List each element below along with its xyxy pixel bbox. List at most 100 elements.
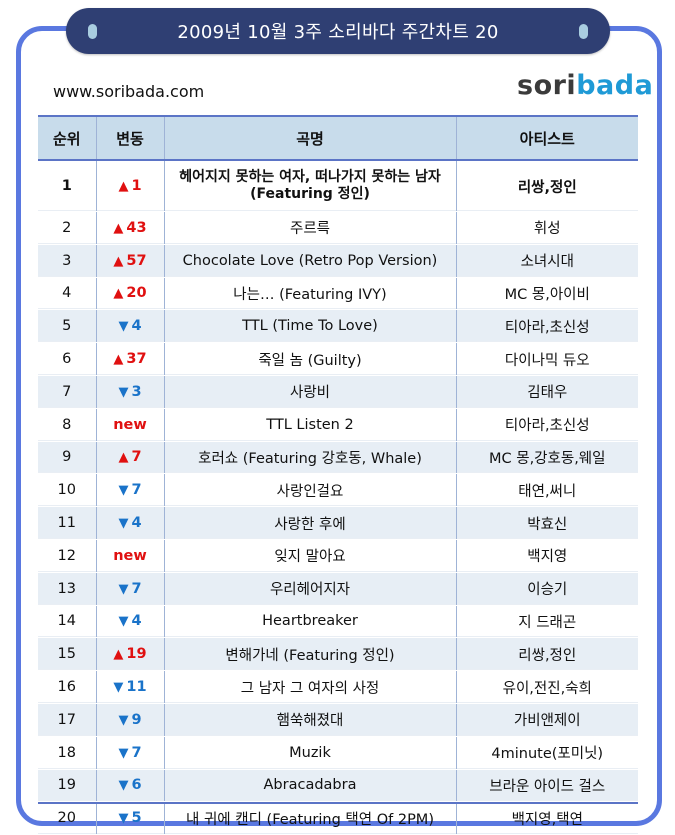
- song-title-cell[interactable]: 주르륵: [164, 211, 457, 245]
- artist-cell[interactable]: 유이,전진,숙희: [456, 670, 638, 704]
- arrow-up-icon: ▲: [113, 647, 124, 663]
- change-value: ▲ 20: [113, 285, 146, 301]
- arrow-down-icon: ▼: [118, 483, 129, 499]
- artist-cell[interactable]: 리쌍,정인: [456, 637, 638, 672]
- artist-cell[interactable]: 가비앤제이: [456, 703, 638, 737]
- song-title-cell[interactable]: 그 남자 그 여자의 사정: [164, 670, 457, 704]
- song-title-cell[interactable]: 호러쇼 (Featuring 강호동, Whale): [164, 441, 457, 475]
- song-title-cell[interactable]: 우리헤어지자: [164, 572, 457, 606]
- logo-part-bada: bada: [576, 70, 654, 101]
- arrow-down-icon: ▼: [118, 778, 129, 794]
- table-row[interactable]: 11 ▼ 4 사랑한 후에 박효신: [38, 506, 638, 540]
- table-row[interactable]: 15 ▲ 19 변해가네 (Featuring 정인) 리쌍,정인: [38, 637, 638, 672]
- song-title-cell[interactable]: 헤어지지 못하는 여자, 떠나가지 못하는 남자 (Featuring 정인): [164, 160, 457, 212]
- artist-cell[interactable]: 소녀시대: [456, 244, 638, 278]
- rank-cell: 19: [38, 769, 97, 803]
- table-row[interactable]: 12 new 잊지 말아요 백지영: [38, 539, 638, 573]
- table-row[interactable]: 6 ▲ 37 죽일 놈 (Guilty) 다이나믹 듀오: [38, 342, 638, 376]
- artist-cell[interactable]: 지 드래곤: [456, 605, 638, 639]
- change-amount: 4: [131, 613, 142, 630]
- arrow-down-icon: ▼: [118, 581, 129, 597]
- song-title-cell[interactable]: Abracadabra: [164, 769, 457, 803]
- rank-cell: 15: [38, 637, 97, 672]
- table-row[interactable]: 14 ▼ 4 Heartbreaker 지 드래곤: [38, 605, 638, 639]
- artist-cell[interactable]: 브라운 아이드 걸스: [456, 769, 638, 803]
- song-title-cell[interactable]: 잊지 말아요: [164, 539, 457, 573]
- song-title-cell[interactable]: 나는… (Featuring IVY): [164, 277, 457, 311]
- artist-cell[interactable]: MC 몽,강호동,웨일: [456, 441, 638, 475]
- arrow-down-icon: ▼: [118, 811, 129, 827]
- song-title-cell[interactable]: Muzik: [164, 736, 457, 770]
- arrow-up-icon: ▲: [118, 179, 129, 194]
- rank-cell: 11: [38, 506, 97, 540]
- table-row[interactable]: 10 ▼ 7 사랑인걸요 태연,써니: [38, 473, 638, 508]
- title-banner: 2009년 10월 3주 소리바다 주간차트 20: [66, 8, 610, 54]
- change-value: ▼ 4: [118, 318, 141, 334]
- arrow-down-icon: ▼: [118, 712, 129, 728]
- table-row[interactable]: 1 ▲ 1 헤어지지 못하는 여자, 떠나가지 못하는 남자 (Featuring 정…: [38, 160, 638, 212]
- song-title-cell[interactable]: 사랑비: [164, 375, 457, 409]
- header-rank: 순위: [38, 115, 97, 161]
- artist-cell[interactable]: 티아라,초신성: [456, 309, 638, 344]
- change-amount: 19: [126, 646, 147, 663]
- table-row[interactable]: 7 ▼ 3 사랑비 김태우: [38, 375, 638, 409]
- table-row[interactable]: 19 ▼ 6 Abracadabra 브라운 아이드 걸스: [38, 769, 638, 803]
- artist-cell[interactable]: 리쌍,정인: [456, 160, 638, 212]
- change-cell: ▼ 3: [96, 375, 165, 409]
- table-row[interactable]: 8 new TTL Listen 2 티아라,초신성: [38, 408, 638, 442]
- artist-cell[interactable]: 박효신: [456, 506, 638, 540]
- change-value: ▼ 7: [118, 482, 141, 498]
- banner-dot-right-icon: [579, 24, 588, 39]
- table-row[interactable]: 13 ▼ 7 우리헤어지자 이승기: [38, 572, 638, 606]
- artist-cell[interactable]: 태연,써니: [456, 473, 638, 508]
- table-row[interactable]: 18 ▼ 7 Muzik 4minute(포미닛): [38, 736, 638, 770]
- table-row[interactable]: 9 ▲ 7 호러쇼 (Featuring 강호동, Whale) MC 몽,강호동,웨일: [38, 441, 638, 475]
- change-cell: ▲ 37: [96, 342, 165, 376]
- artist-cell[interactable]: 백지영: [456, 539, 638, 573]
- song-title-cell[interactable]: TTL (Time To Love): [164, 309, 457, 344]
- artist-cell[interactable]: 다이나믹 듀오: [456, 342, 638, 376]
- change-amount: 20: [126, 285, 147, 302]
- rank-cell: 3: [38, 244, 97, 278]
- table-body: 1 ▲ 1 헤어지지 못하는 여자, 떠나가지 못하는 남자 (Featuring 정…: [38, 160, 638, 835]
- site-url[interactable]: www.soribada.com: [53, 82, 205, 101]
- page-title: 2009년 10월 3주 소리바다 주간차트 20: [177, 22, 499, 43]
- change-cell: ▼ 7: [96, 473, 165, 508]
- song-title-cell[interactable]: 죽일 놈 (Guilty): [164, 342, 457, 376]
- rank-cell: 13: [38, 572, 97, 606]
- change-value: ▲ 43: [113, 220, 146, 236]
- change-value: ▼ 9: [118, 712, 141, 728]
- artist-cell[interactable]: 이승기: [456, 572, 638, 606]
- table-row[interactable]: 2 ▲ 43 주르륵 휘성: [38, 211, 638, 245]
- change-value: ▲ 7: [118, 449, 141, 465]
- table-row[interactable]: 3 ▲ 57 Chocolate Love (Retro Pop Version) 소녀…: [38, 244, 638, 278]
- artist-cell[interactable]: 4minute(포미닛): [456, 736, 638, 770]
- change-value: ▲ 19: [113, 646, 146, 662]
- table-row[interactable]: 4 ▲ 20 나는… (Featuring IVY) MC 몽,아이비: [38, 277, 638, 311]
- table-row[interactable]: 5 ▼ 4 TTL (Time To Love) 티아라,초신성: [38, 309, 638, 344]
- change-cell: ▼ 7: [96, 736, 165, 770]
- song-title-cell[interactable]: 사랑한 후에: [164, 506, 457, 540]
- change-amount: 6: [131, 777, 142, 794]
- song-title-cell[interactable]: Chocolate Love (Retro Pop Version): [164, 244, 457, 278]
- artist-cell[interactable]: 휘성: [456, 211, 638, 245]
- song-title-cell[interactable]: TTL Listen 2: [164, 408, 457, 442]
- change-amount: 7: [131, 744, 142, 761]
- change-cell: ▲ 7: [96, 441, 165, 475]
- arrow-up-icon: ▲: [113, 352, 124, 368]
- song-title-cell[interactable]: 사랑인걸요: [164, 473, 457, 508]
- table-row[interactable]: 17 ▼ 9 햄쑥해졌대 가비앤제이: [38, 703, 638, 737]
- change-cell: ▲ 43: [96, 211, 165, 245]
- artist-cell[interactable]: 김태우: [456, 375, 638, 409]
- change-amount: 7: [131, 449, 142, 466]
- header-artist: 아티스트: [456, 115, 638, 161]
- table-row[interactable]: 16 ▼ 11 그 남자 그 여자의 사정 유이,전진,숙희: [38, 670, 638, 704]
- song-title-cell[interactable]: 햄쑥해졌대: [164, 703, 457, 737]
- change-cell: ▼ 4: [96, 506, 165, 540]
- artist-cell[interactable]: 티아라,초신성: [456, 408, 638, 442]
- song-title-cell[interactable]: Heartbreaker: [164, 605, 457, 639]
- song-title-cell[interactable]: 변해가네 (Featuring 정인): [164, 637, 457, 672]
- arrow-up-icon: ▲: [113, 253, 124, 269]
- change-value: ▼ 11: [113, 679, 146, 695]
- artist-cell[interactable]: MC 몽,아이비: [456, 277, 638, 311]
